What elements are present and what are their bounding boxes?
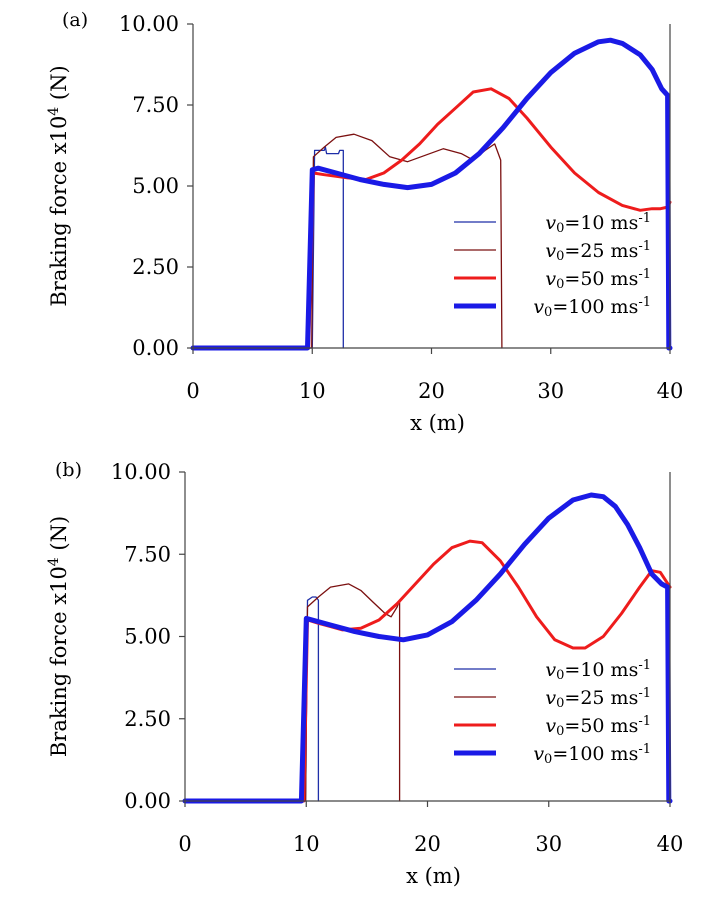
legend-var: v bbox=[545, 715, 556, 737]
legend-var: v bbox=[545, 240, 556, 262]
series-line-3 bbox=[191, 87, 672, 350]
legend-text-main: =50 ms bbox=[564, 268, 638, 290]
legend-var: v bbox=[545, 212, 556, 234]
legend-label-1: v0=10 ms-1 bbox=[545, 211, 651, 236]
y-axis-label: Braking force x104 (N) bbox=[46, 516, 71, 757]
panel-label: (a) bbox=[62, 9, 88, 31]
x-tick-label: 40 bbox=[657, 832, 684, 856]
y-axis-label-exponent: 4 bbox=[46, 557, 62, 566]
series-line-2 bbox=[184, 583, 401, 802]
legend-sup: -1 bbox=[638, 267, 651, 282]
legend-text-main: =25 ms bbox=[564, 687, 638, 709]
y-tick-label: 2.50 bbox=[132, 255, 179, 279]
legend-sup: -1 bbox=[638, 714, 651, 729]
y-axis-label-text: Braking force x10 bbox=[47, 566, 71, 757]
legend-text-main: =10 ms bbox=[564, 212, 638, 234]
y-axis-label-text: Braking force x10 bbox=[47, 116, 71, 307]
y-tick-label: 10.00 bbox=[111, 460, 171, 484]
legend-sub: 0 bbox=[556, 221, 564, 236]
legend-sup: -1 bbox=[638, 239, 651, 254]
legend-sup: -1 bbox=[638, 742, 651, 757]
legend-sup: -1 bbox=[638, 211, 651, 226]
y-tick-label: 5.00 bbox=[124, 625, 171, 649]
legend-text-main: =50 ms bbox=[564, 715, 638, 737]
series-line-2 bbox=[192, 133, 503, 349]
series-line-4 bbox=[190, 37, 673, 351]
series-group bbox=[182, 492, 673, 804]
y-axis-label: Braking force x104 (N) bbox=[46, 65, 71, 306]
y-axis-label-exponent: 4 bbox=[46, 107, 62, 116]
legend-label-1: v0=10 ms-1 bbox=[545, 658, 651, 683]
x-tick-label: 10 bbox=[293, 832, 320, 856]
legend-sub: 0 bbox=[556, 277, 564, 292]
x-tick-label: 0 bbox=[186, 379, 199, 403]
x-tick-label: 20 bbox=[414, 832, 441, 856]
legend-label-3: v0=50 ms-1 bbox=[545, 267, 651, 292]
legend-label-3: v0=50 ms-1 bbox=[545, 714, 651, 739]
y-axis-label-unit: (N) bbox=[47, 65, 71, 106]
y-tick-label: 0.00 bbox=[124, 789, 171, 813]
legend-label-4: v0=100 ms-1 bbox=[533, 742, 651, 767]
legend-var: v bbox=[545, 659, 556, 681]
legend-sub: 0 bbox=[556, 696, 564, 711]
legend-var: v bbox=[545, 268, 556, 290]
legend-sub: 0 bbox=[544, 752, 552, 767]
panel-label: (b) bbox=[55, 459, 82, 481]
legend-text-main: =100 ms bbox=[552, 743, 638, 765]
legend-text-main: =10 ms bbox=[564, 659, 638, 681]
x-tick-label: 30 bbox=[537, 379, 564, 403]
legend-sup: -1 bbox=[638, 658, 651, 673]
legend-label-2: v0=25 ms-1 bbox=[545, 239, 651, 264]
x-tick-label: 40 bbox=[657, 379, 684, 403]
series-line-4 bbox=[182, 492, 673, 804]
legend-text-main: =100 ms bbox=[552, 296, 638, 318]
legend-sub: 0 bbox=[544, 305, 552, 320]
y-tick-label: 7.50 bbox=[124, 542, 171, 566]
legend-var: v bbox=[533, 296, 544, 318]
x-tick-label: 10 bbox=[299, 379, 326, 403]
legend-var: v bbox=[533, 743, 544, 765]
x-tick-label: 0 bbox=[178, 832, 191, 856]
y-tick-label: 2.50 bbox=[124, 707, 171, 731]
legend-var: v bbox=[545, 687, 556, 709]
legend-label-4: v0=100 ms-1 bbox=[533, 295, 651, 320]
legend-sub: 0 bbox=[556, 249, 564, 264]
legend-sub: 0 bbox=[556, 724, 564, 739]
legend: v0=10 ms-1v0=25 ms-1v0=50 ms-1v0=100 ms-… bbox=[454, 211, 651, 320]
x-tick-label: 30 bbox=[535, 832, 562, 856]
y-tick-label: 0.00 bbox=[132, 336, 179, 360]
series-line-1 bbox=[192, 146, 344, 349]
x-axis-label: x (m) bbox=[410, 411, 465, 435]
y-axis-label-unit: (N) bbox=[47, 516, 71, 557]
x-tick-label: 20 bbox=[418, 379, 445, 403]
series-group bbox=[190, 37, 673, 351]
legend-label-2: v0=25 ms-1 bbox=[545, 686, 651, 711]
x-axis-label: x (m) bbox=[406, 864, 461, 888]
y-tick-label: 5.00 bbox=[132, 174, 179, 198]
legend: v0=10 ms-1v0=25 ms-1v0=50 ms-1v0=100 ms-… bbox=[454, 658, 651, 767]
series-line-1 bbox=[184, 596, 320, 802]
legend-sup: -1 bbox=[638, 295, 651, 310]
legend-text-main: =25 ms bbox=[564, 240, 638, 262]
legend-sub: 0 bbox=[556, 668, 564, 683]
y-tick-label: 7.50 bbox=[132, 93, 179, 117]
y-tick-label: 10.00 bbox=[119, 12, 179, 36]
legend-sup: -1 bbox=[638, 686, 651, 701]
